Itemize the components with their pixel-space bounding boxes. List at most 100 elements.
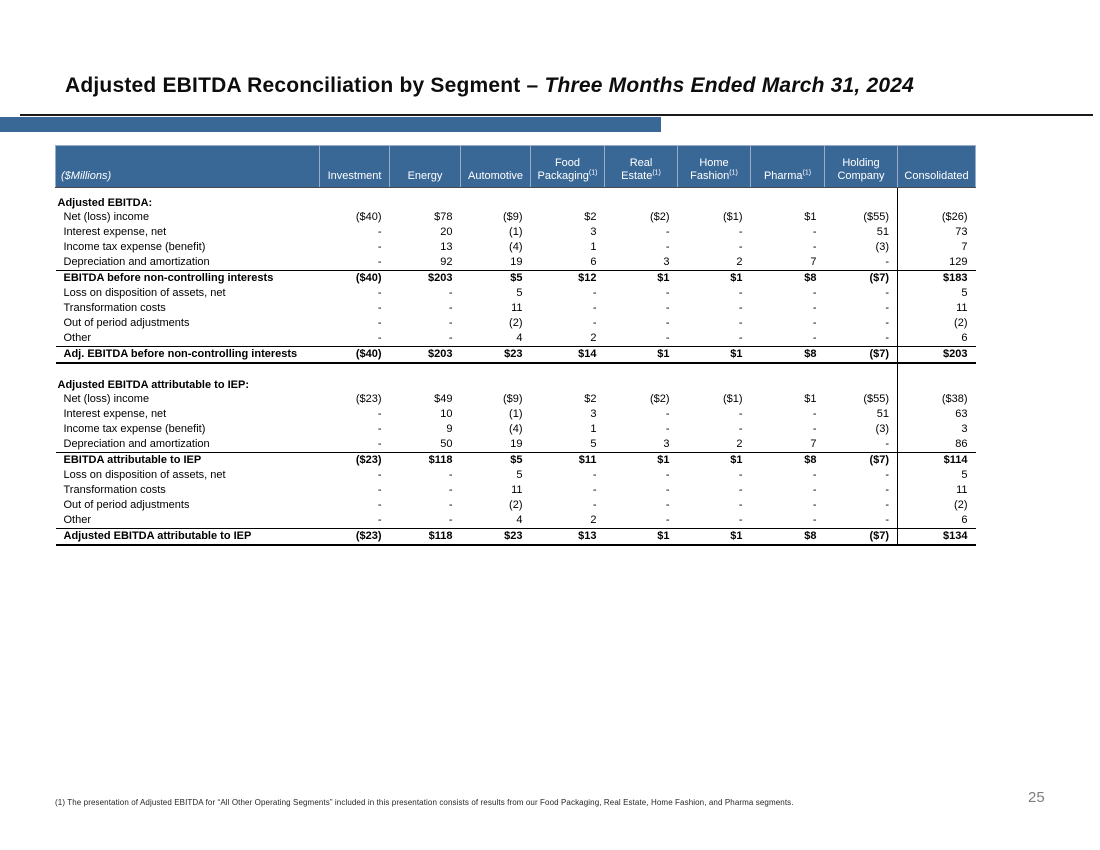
cell-value: -	[665, 226, 670, 238]
cell-value: -	[448, 302, 453, 314]
cell-consolidated: (2)	[897, 498, 976, 513]
cell-value	[531, 363, 605, 370]
cell-value: $1	[604, 346, 678, 364]
cell-consolidated: 5	[897, 468, 976, 483]
cell-value: -	[448, 499, 453, 511]
cell-value: ($2)	[649, 393, 670, 405]
cell-value	[320, 363, 390, 370]
cell-value: ($7)	[824, 452, 898, 468]
cell-value: -	[592, 469, 597, 481]
cell-value: -	[665, 332, 670, 344]
page-number: 25	[1028, 789, 1045, 806]
cell-value: -	[665, 423, 670, 435]
cell-value: -	[738, 514, 743, 526]
cell-value: $1	[677, 528, 751, 546]
table-row: Income tax expense (benefit) - 9 (4) 1 - - - (3)…	[56, 422, 976, 437]
cell-value: -	[812, 484, 817, 496]
cell-value: -	[885, 287, 889, 299]
row-label: Net (loss) income	[63, 393, 150, 405]
cell-value: $11	[530, 452, 605, 468]
column-header-pharma: Pharma(1)	[750, 145, 825, 188]
row-label: Transformation costs	[63, 484, 166, 496]
cell-value: -	[377, 241, 382, 253]
cell-value: -	[448, 484, 453, 496]
accent-bar	[0, 117, 661, 132]
cell-value: ($7)	[824, 346, 898, 364]
row-label: Adjusted EBITDA attributable to IEP	[55, 528, 320, 546]
cell-value: -	[448, 514, 453, 526]
cell-value: -	[377, 423, 382, 435]
cell-consolidated: ($26)	[897, 210, 976, 225]
column-header-consolidated: Consolidated	[897, 145, 976, 188]
cell-consolidated: 63	[897, 407, 976, 422]
table-row: Adj. EBITDA before non-controlling inter…	[55, 346, 976, 364]
cell-value: (2)	[509, 317, 523, 329]
cell-value: ($23)	[355, 393, 382, 405]
table-row: Other - -4 2- - - -6	[56, 513, 976, 529]
cell-value: 3	[590, 226, 597, 238]
cell-value: -	[448, 332, 453, 344]
cell-value: -	[592, 317, 597, 329]
cell-value: $2	[584, 393, 597, 405]
cell-value: $1	[804, 211, 817, 223]
cell-value: 51	[876, 408, 889, 420]
table-row: Depreciation and amortization -50 19 5 3 2 7-8…	[56, 437, 976, 453]
cell-value: -	[665, 484, 670, 496]
cell-value	[390, 188, 461, 211]
cell-value: -	[448, 287, 453, 299]
cell-value: $5	[460, 452, 531, 468]
cell-value: -	[377, 469, 382, 481]
cell-value: -	[738, 423, 743, 435]
cell-value: 9	[446, 423, 453, 435]
cell-consolidated	[897, 363, 976, 370]
cell-value: (4)	[509, 241, 523, 253]
row-label: Depreciation and amortization	[63, 256, 210, 268]
row-label: Income tax expense (benefit)	[63, 241, 206, 253]
cell-value: 19	[510, 438, 523, 450]
cell-value: -	[738, 317, 743, 329]
cell-value: -	[812, 241, 817, 253]
cell-value: -	[592, 484, 597, 496]
row-label: Transformation costs	[63, 302, 166, 314]
cell-value: ($1)	[722, 211, 743, 223]
cell-value	[531, 188, 605, 211]
row-label	[56, 363, 320, 370]
cell-value: $1	[604, 270, 678, 286]
cell-value: -	[448, 469, 453, 481]
cell-consolidated: 86	[897, 437, 976, 453]
table-row: Adjusted EBITDA:	[56, 187, 976, 211]
cell-value: $14	[530, 346, 605, 364]
cell-consolidated: 11	[897, 483, 976, 498]
page-title-main: Adjusted EBITDA Reconciliation by Segmen…	[65, 74, 545, 97]
cell-value: $8	[750, 270, 825, 286]
cell-value: 11	[511, 302, 523, 314]
table-row: Depreciation and amortization -92 19 6 3 2 7-1…	[56, 255, 976, 271]
cell-value: -	[812, 423, 817, 435]
cell-value: 1	[590, 241, 597, 253]
cell-consolidated	[897, 187, 976, 210]
cell-consolidated: $183	[897, 270, 976, 286]
row-label: Out of period adjustments	[63, 317, 190, 329]
page-title: Adjusted EBITDA Reconciliation by Segmen…	[65, 74, 914, 98]
cell-consolidated: 5	[897, 286, 976, 301]
cell-value: 5	[516, 287, 523, 299]
row-label: Out of period adjustments	[63, 499, 190, 511]
cell-value: -	[665, 514, 670, 526]
cell-value: 92	[440, 256, 453, 268]
cell-value: ($23)	[319, 452, 390, 468]
footnote: (1) The presentation of Adjusted EBITDA …	[55, 798, 794, 807]
row-label: Net (loss) income	[63, 211, 150, 223]
cell-consolidated: ($38)	[897, 392, 976, 407]
cell-value: -	[448, 317, 453, 329]
cell-value: -	[812, 408, 817, 420]
table-row: Other - -4 2- - - -6	[56, 331, 976, 347]
cell-value: ($55)	[863, 393, 889, 405]
cell-value: -	[885, 302, 889, 314]
cell-value: $1	[677, 270, 751, 286]
table-row: Out of period adjustments - - (2) - - - - - (2)	[56, 316, 976, 331]
ebitda-table-container: ($Millions) Investment Energy Automotive Fo…	[55, 145, 976, 546]
cell-value: -	[377, 287, 382, 299]
cell-value: -	[377, 302, 382, 314]
cell-value: 3	[663, 256, 670, 268]
cell-value: $12	[530, 270, 605, 286]
